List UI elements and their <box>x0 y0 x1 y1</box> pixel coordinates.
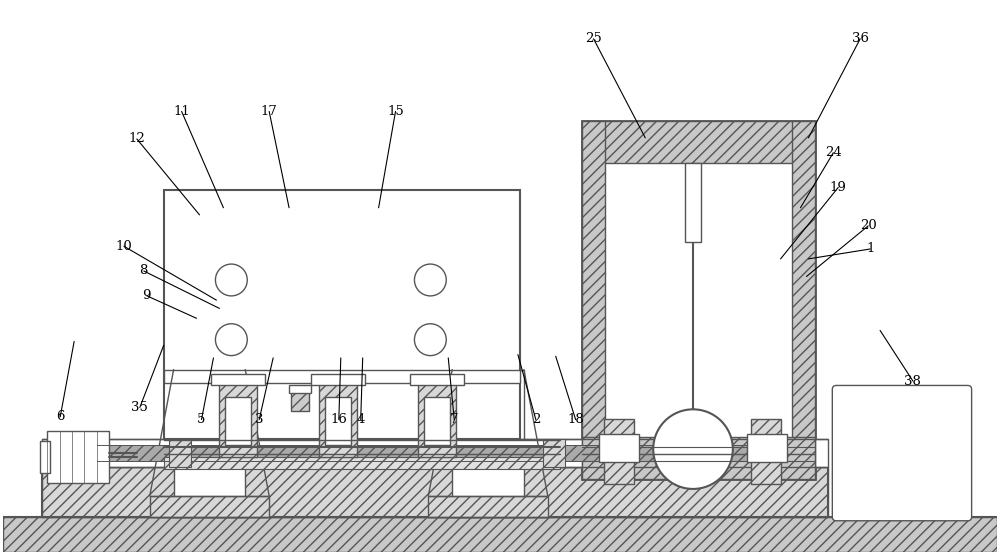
Bar <box>164 369 520 383</box>
Bar <box>42 439 828 467</box>
Bar <box>3 517 997 551</box>
Text: 1: 1 <box>866 242 874 255</box>
Bar <box>225 398 251 445</box>
Text: 15: 15 <box>387 105 404 118</box>
Text: 7: 7 <box>450 413 458 426</box>
Bar <box>319 379 357 457</box>
Bar <box>543 439 565 467</box>
Bar <box>311 373 365 385</box>
Text: 6: 6 <box>56 410 64 423</box>
Bar <box>685 163 701 242</box>
Circle shape <box>414 264 446 296</box>
Bar <box>174 369 245 517</box>
Text: 12: 12 <box>128 133 145 145</box>
Circle shape <box>215 324 247 356</box>
Bar <box>410 373 464 385</box>
Bar <box>428 496 548 517</box>
Text: 38: 38 <box>904 374 921 388</box>
Bar <box>747 434 787 462</box>
Text: 11: 11 <box>173 105 190 118</box>
Bar <box>97 445 774 461</box>
Bar <box>164 457 560 469</box>
Text: 35: 35 <box>131 401 148 414</box>
FancyBboxPatch shape <box>832 385 972 521</box>
Text: 2: 2 <box>532 413 540 426</box>
Bar <box>604 419 634 484</box>
Bar <box>169 439 191 467</box>
Bar <box>211 373 265 385</box>
Bar <box>418 379 456 457</box>
Bar <box>599 434 639 462</box>
Text: 19: 19 <box>830 181 847 194</box>
Text: 4: 4 <box>357 413 365 426</box>
Bar <box>582 437 815 479</box>
Circle shape <box>414 324 446 356</box>
Text: 36: 36 <box>852 32 869 45</box>
Text: 16: 16 <box>330 413 347 426</box>
Bar <box>291 389 309 411</box>
Bar <box>582 121 815 479</box>
Text: 10: 10 <box>116 240 132 253</box>
Bar <box>452 369 524 517</box>
Text: 3: 3 <box>255 413 263 426</box>
Bar <box>47 431 109 483</box>
Text: 18: 18 <box>567 413 584 426</box>
Circle shape <box>653 409 733 489</box>
Bar <box>289 385 311 393</box>
Text: 24: 24 <box>825 146 842 159</box>
Text: 9: 9 <box>143 289 151 302</box>
Bar <box>582 121 815 163</box>
Text: 8: 8 <box>140 264 148 278</box>
Bar <box>150 496 269 517</box>
Text: 17: 17 <box>261 105 278 118</box>
Text: 5: 5 <box>197 413 206 426</box>
Bar <box>582 121 605 479</box>
Bar <box>325 398 351 445</box>
Bar <box>164 190 520 439</box>
Bar <box>42 467 828 517</box>
Circle shape <box>215 264 247 296</box>
Bar <box>424 398 450 445</box>
Text: 25: 25 <box>585 32 602 45</box>
Text: 20: 20 <box>860 220 877 232</box>
Bar <box>792 121 815 479</box>
Bar <box>219 379 257 457</box>
Bar <box>40 441 50 473</box>
Bar <box>751 419 781 484</box>
